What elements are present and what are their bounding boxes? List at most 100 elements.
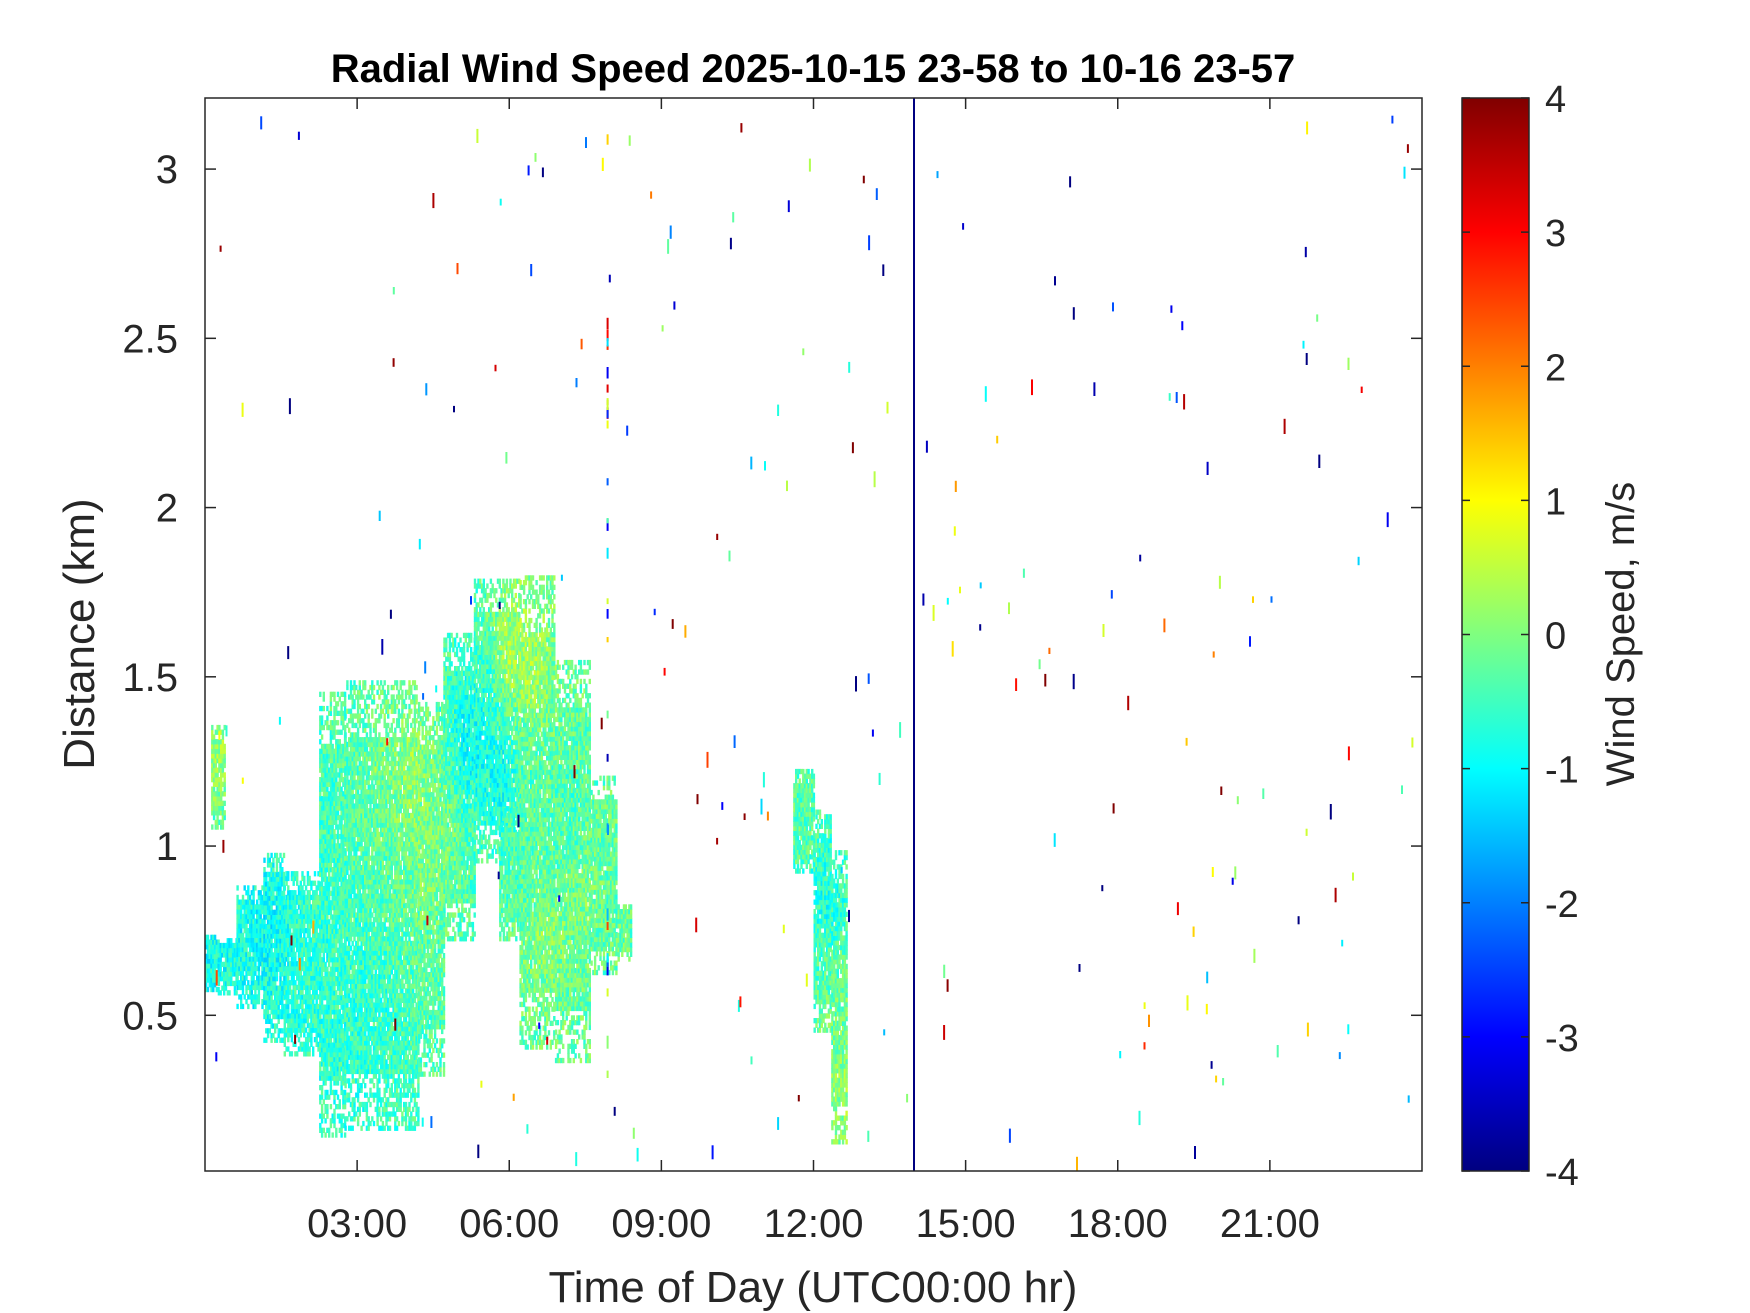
heatmap-cell — [369, 827, 372, 833]
heatmap-cell — [320, 976, 324, 982]
heatmap-cell — [320, 1070, 324, 1077]
heatmap-cell — [390, 803, 393, 809]
heatmap-cell — [346, 964, 349, 970]
heatmap-cell — [349, 737, 353, 743]
heatmap-cell — [322, 748, 325, 754]
heatmap-cell — [383, 888, 386, 894]
heatmap-cell — [383, 722, 386, 729]
heatmap-cell — [326, 952, 329, 958]
heatmap-cell — [364, 836, 367, 842]
heatmap-cell — [356, 703, 360, 710]
heatmap-cell — [348, 959, 351, 966]
heatmap-cell — [376, 1021, 379, 1027]
heatmap-cell — [378, 1059, 381, 1065]
heatmap-cell — [342, 881, 345, 887]
heatmap-cell — [364, 893, 367, 899]
heatmap-cell — [376, 855, 379, 861]
heatmap-cell — [381, 1068, 385, 1075]
heatmap-cell — [358, 988, 361, 994]
heatmap-cell — [346, 789, 349, 795]
heatmap-cell — [210, 977, 213, 983]
heatmap-cell — [356, 1035, 360, 1041]
heatmap-cell — [387, 784, 390, 790]
heatmap-cell — [344, 969, 347, 975]
heatmap-cell — [364, 713, 367, 719]
heatmap-cell — [299, 913, 302, 920]
heatmap-cell — [301, 1013, 304, 1019]
heatmap-cell — [336, 796, 340, 802]
heatmap-cell — [358, 869, 361, 875]
heatmap-cell — [360, 969, 363, 975]
heatmap-cell — [275, 961, 279, 968]
heatmap-cell — [358, 737, 361, 743]
heatmap-cell — [348, 765, 351, 771]
heatmap-cell — [315, 1022, 318, 1028]
heatmap-cell — [277, 933, 280, 939]
heatmap-cell — [290, 890, 294, 896]
heatmap-cell — [390, 926, 393, 932]
heatmap-cell — [254, 946, 257, 953]
heatmap-cell — [312, 980, 315, 986]
heatmap-cell — [369, 732, 372, 738]
heatmap-cell — [346, 836, 349, 842]
heatmap-cell — [365, 936, 369, 942]
heatmap-cell — [324, 843, 327, 849]
heatmap-cell — [365, 1045, 369, 1051]
heatmap-cell — [355, 955, 358, 961]
heatmap-cell — [217, 952, 221, 958]
heatmap-cell — [292, 975, 295, 981]
heatmap-cell — [312, 984, 315, 991]
heatmap-cell — [367, 703, 370, 710]
heatmap-cell — [310, 913, 313, 920]
heatmap-cell — [310, 894, 313, 901]
heatmap-cell — [320, 720, 324, 726]
heatmap-cell — [353, 803, 356, 809]
heatmap-cell — [355, 1054, 358, 1060]
heatmap-cell — [210, 944, 213, 950]
heatmap-cell — [369, 798, 372, 804]
heatmap-cell — [328, 758, 331, 764]
heatmap-cell — [308, 923, 311, 929]
heatmap-cell — [362, 775, 365, 781]
heatmap-cell — [306, 1046, 310, 1052]
heatmap-cell — [333, 957, 336, 963]
heatmap-cell — [320, 862, 324, 868]
heatmap-cell — [376, 817, 379, 823]
heatmap-cell — [265, 905, 268, 911]
heatmap-cell — [263, 909, 266, 915]
heatmap-cell — [348, 841, 351, 847]
heatmap-cell — [331, 938, 334, 944]
heatmap-cell — [306, 1018, 310, 1024]
heatmap-cell — [390, 936, 393, 942]
heatmap-cell — [248, 942, 252, 948]
heatmap-cell — [333, 758, 336, 764]
heatmap-cell — [374, 945, 377, 951]
heatmap-cell — [356, 978, 360, 984]
heatmap-cell — [320, 938, 324, 944]
heatmap-cell — [247, 961, 250, 967]
heatmap-cell — [254, 951, 257, 957]
heatmap-cell — [324, 777, 327, 783]
heatmap-cell — [378, 1054, 381, 1060]
heatmap-cell — [365, 1049, 369, 1056]
heatmap-cell — [379, 746, 383, 752]
heatmap-cell — [290, 899, 294, 905]
heatmap-cell — [378, 808, 381, 814]
heatmap-cell — [390, 1111, 393, 1117]
heatmap-cell — [294, 961, 297, 967]
heatmap-cell — [367, 1116, 370, 1122]
heatmap-cell — [243, 965, 246, 972]
heatmap-cell — [387, 855, 390, 861]
heatmap-cell — [210, 967, 213, 974]
heatmap-cell — [257, 904, 261, 910]
heatmap-cell — [336, 762, 340, 769]
heatmap-cell — [371, 680, 374, 686]
heatmap-cell — [231, 957, 235, 963]
heatmap-cell — [212, 934, 215, 940]
heatmap-cell — [367, 860, 370, 866]
heatmap-cell — [324, 743, 327, 750]
heatmap-cell — [348, 865, 351, 871]
heatmap-cell — [290, 994, 294, 1000]
heatmap-cell — [358, 936, 361, 942]
heatmap-cell — [290, 894, 294, 901]
